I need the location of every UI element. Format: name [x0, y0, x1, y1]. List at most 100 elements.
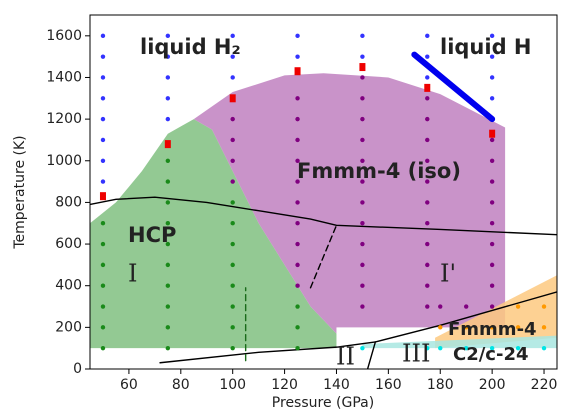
point	[100, 283, 106, 288]
point	[164, 140, 171, 149]
point	[295, 200, 300, 205]
annotation: liquid H	[440, 35, 532, 59]
point	[100, 116, 106, 122]
phase-region	[90, 119, 337, 349]
point	[424, 83, 431, 92]
point	[360, 33, 365, 39]
point	[229, 94, 236, 103]
point	[295, 179, 300, 184]
point	[100, 179, 106, 184]
point	[165, 179, 171, 184]
point	[425, 158, 430, 163]
point	[425, 200, 430, 205]
point	[438, 325, 443, 330]
point	[230, 304, 235, 309]
point	[489, 325, 495, 330]
y-tick-label: 1600	[46, 28, 82, 44]
point	[230, 325, 235, 330]
point	[360, 54, 365, 59]
point	[425, 262, 430, 268]
annotation: Fmmm-4 (iso)	[297, 159, 461, 183]
point	[165, 304, 171, 309]
point	[100, 75, 106, 80]
point	[425, 345, 430, 351]
point	[515, 345, 521, 351]
point	[100, 96, 106, 101]
point	[230, 345, 235, 351]
point	[541, 304, 547, 309]
point	[230, 116, 235, 122]
point	[100, 241, 106, 247]
point	[489, 75, 495, 80]
point	[489, 129, 496, 138]
point	[515, 325, 521, 330]
x-tick-label: 180	[427, 377, 454, 393]
point	[230, 75, 235, 80]
point	[294, 67, 301, 76]
point	[489, 262, 495, 268]
point	[165, 262, 171, 268]
point	[295, 325, 300, 330]
axes-frame	[89, 14, 558, 370]
point	[165, 116, 171, 122]
point	[295, 158, 300, 163]
point	[230, 200, 235, 205]
point	[230, 54, 235, 59]
annotation: II	[336, 343, 355, 371]
point	[165, 96, 171, 101]
point	[489, 179, 495, 184]
point	[165, 75, 171, 80]
point	[425, 179, 430, 184]
point	[489, 54, 495, 59]
point	[230, 137, 235, 143]
point	[99, 192, 106, 201]
point	[295, 96, 300, 101]
point	[295, 345, 300, 351]
point	[425, 221, 430, 226]
annotation: I	[128, 260, 137, 288]
point	[541, 345, 547, 351]
point	[489, 96, 495, 101]
point	[425, 96, 430, 101]
point	[489, 283, 495, 288]
point	[165, 221, 171, 226]
point	[425, 137, 430, 143]
annotation: Fmmm-4	[448, 319, 537, 340]
point	[230, 221, 235, 226]
point	[100, 325, 106, 330]
point	[295, 283, 300, 288]
x-tick-label: 80	[172, 377, 190, 393]
y-tick-label: 1000	[46, 153, 82, 169]
point	[489, 221, 495, 226]
point	[360, 116, 365, 122]
point	[360, 158, 365, 163]
point	[425, 116, 430, 122]
point	[360, 304, 365, 309]
point	[165, 158, 171, 163]
y-tick-label: 200	[55, 319, 82, 335]
phase-region	[362, 335, 557, 349]
point	[295, 33, 300, 39]
x-tick-label: 120	[271, 377, 298, 393]
point	[489, 304, 495, 309]
point	[360, 137, 365, 143]
point	[100, 345, 106, 351]
x-tick-label: 140	[323, 377, 350, 393]
point	[425, 33, 430, 39]
point	[230, 241, 235, 247]
x-tick-label: 220	[531, 377, 558, 393]
point	[515, 304, 521, 309]
point	[100, 137, 106, 143]
point	[100, 54, 106, 59]
point	[165, 200, 171, 205]
point	[489, 345, 495, 351]
point	[425, 54, 430, 59]
x-axis-label: Pressure (GPa)	[272, 395, 374, 411]
point	[438, 304, 443, 309]
point	[230, 262, 235, 268]
x-tick-label: 200	[479, 377, 506, 393]
x-tick-label: 100	[219, 377, 246, 393]
point	[230, 33, 235, 39]
y-tick-label: 1400	[46, 69, 82, 85]
